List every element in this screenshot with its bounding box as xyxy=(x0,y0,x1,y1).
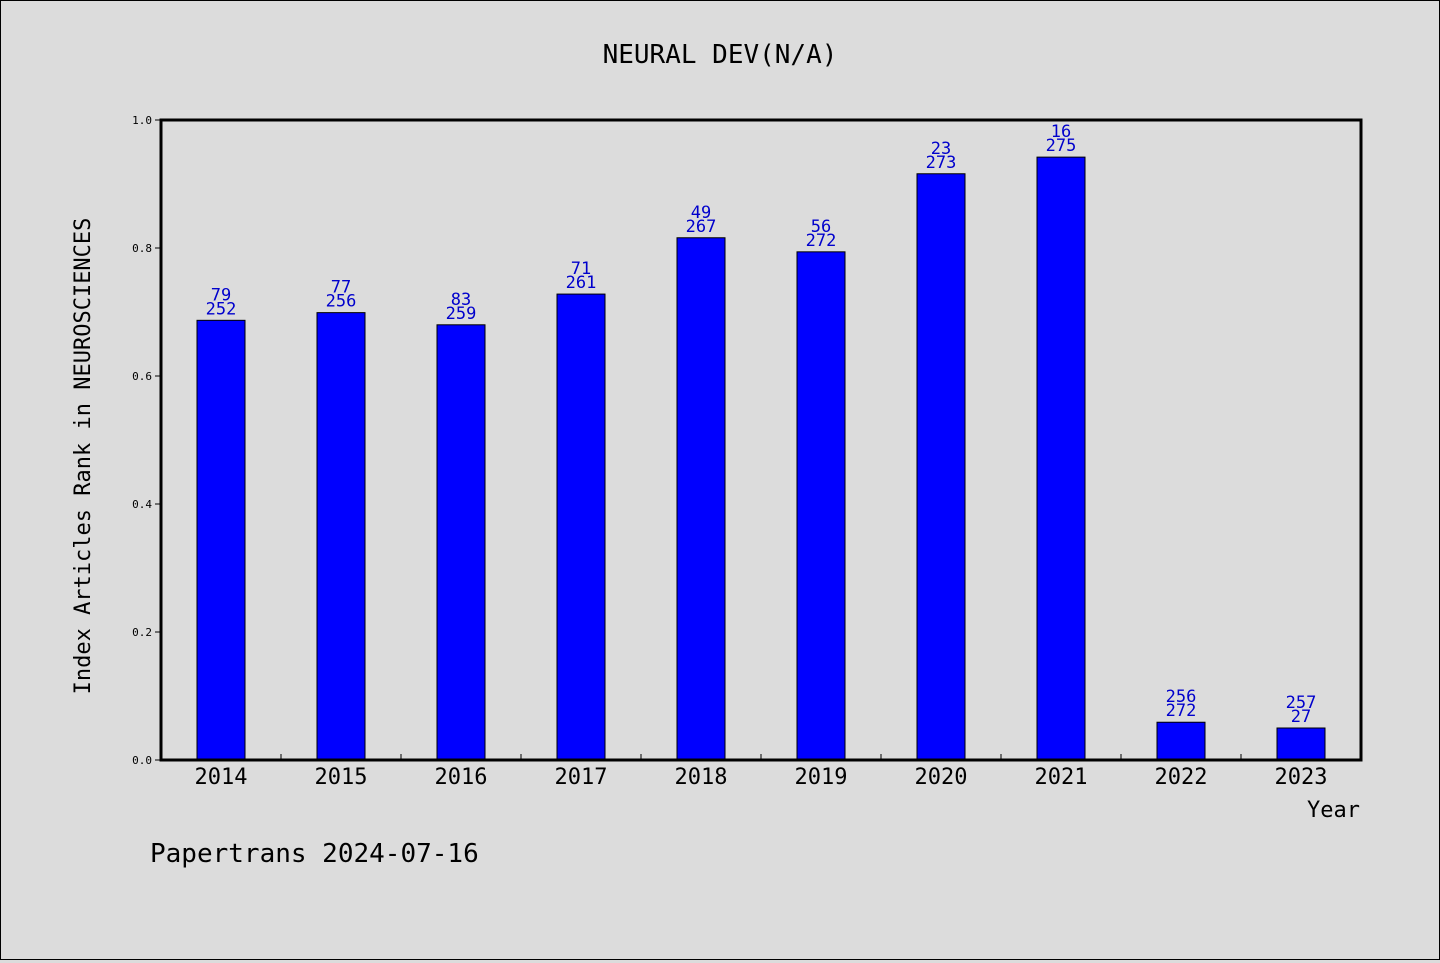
footer-credit: Papertrans 2024-07-16 xyxy=(150,839,479,869)
bar xyxy=(1036,156,1086,761)
y-tick-label: 0.8 xyxy=(132,242,152,255)
y-tick-label: 1.0 xyxy=(132,114,152,127)
bar-rank-label: 49 xyxy=(691,203,711,223)
chart-title: NEURAL DEV(N/A) xyxy=(603,40,838,70)
bar xyxy=(436,324,486,761)
bar-rank-label: 56 xyxy=(811,217,831,237)
bar xyxy=(676,237,726,761)
bar-total-label: 252 xyxy=(206,299,237,319)
bar xyxy=(1156,721,1206,761)
x-tick-label: 2014 xyxy=(195,765,248,790)
x-tick-label: 2023 xyxy=(1275,765,1328,790)
x-tick-label: 2022 xyxy=(1155,765,1208,790)
bar-total-label: 273 xyxy=(926,153,957,173)
bar-total-label: 275 xyxy=(1046,136,1077,156)
bar-rank-label: 23 xyxy=(931,139,951,159)
bar-total-label: 256 xyxy=(326,292,357,312)
bar xyxy=(1276,727,1326,761)
bar-total-label: 272 xyxy=(1166,701,1197,721)
bar-total-label: 259 xyxy=(446,304,477,324)
y-tick-label: 0.4 xyxy=(132,498,152,511)
bar-total-label: 267 xyxy=(686,217,717,237)
bar xyxy=(796,251,846,761)
x-tick-label: 2020 xyxy=(915,765,968,790)
bar xyxy=(196,319,246,761)
bar-total-label: 27 xyxy=(1291,707,1311,727)
bar xyxy=(556,293,606,761)
x-tick-label: 2017 xyxy=(555,765,608,790)
plot-marks: 0.00.20.40.60.81.07925220147725620158325… xyxy=(132,114,1327,790)
bar-rank-label: 77 xyxy=(331,278,351,298)
bar xyxy=(916,173,966,761)
x-tick-label: 2015 xyxy=(315,765,368,790)
y-tick-label: 0.0 xyxy=(132,754,152,767)
x-tick-label: 2016 xyxy=(435,765,488,790)
bar-rank-label: 79 xyxy=(211,285,231,305)
bar-rank-label: 16 xyxy=(1051,122,1071,142)
bar-total-label: 272 xyxy=(806,231,837,251)
bar-rank-label: 256 xyxy=(1166,687,1197,707)
x-tick-label: 2019 xyxy=(795,765,848,790)
y-tick-label: 0.6 xyxy=(132,370,152,383)
bar-rank-label: 71 xyxy=(571,259,591,279)
x-axis-label: Year xyxy=(1307,798,1360,823)
bar-rank-label: 83 xyxy=(451,290,471,310)
y-tick-label: 0.2 xyxy=(132,626,152,639)
y-axis-label: Index Articles Rank in NEUROSCIENCES xyxy=(71,218,96,695)
bar-total-label: 261 xyxy=(566,273,597,293)
bar xyxy=(316,312,366,761)
plot-area-frame xyxy=(159,118,1363,762)
bar-rank-label: 257 xyxy=(1286,693,1317,713)
x-tick-label: 2018 xyxy=(675,765,728,790)
x-tick-label: 2021 xyxy=(1035,765,1088,790)
